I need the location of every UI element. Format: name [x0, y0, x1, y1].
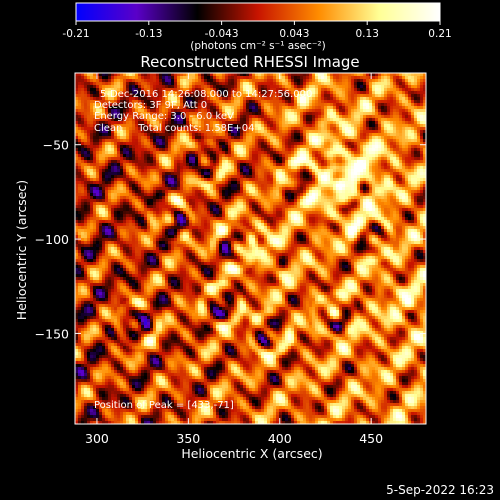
colorbar-tick-label: -0.21	[62, 28, 89, 40]
footer-timestamp: 5-Sep-2022 16:23	[386, 483, 494, 497]
annotation-detectors: Detectors: 3F 9F, Att 0	[94, 100, 207, 111]
heatmap-image	[75, 73, 426, 424]
colorbar-tick-label: -0.13	[135, 28, 162, 40]
colorbar-tick-label: -0.043	[205, 28, 239, 40]
annotation-time-range: 5-Dec-2016 14:26:08.000 to 14:27:56.000	[100, 89, 312, 100]
x-axis: 300 350 400 450	[85, 73, 383, 446]
y-tick-label: −150	[35, 326, 69, 341]
y-tick-label: −50	[43, 138, 69, 153]
x-tick-label: 450	[359, 431, 383, 446]
annotation-clean-counts: Clean Total counts: 1.58E+04	[94, 123, 254, 134]
colorbar-tick-label: 0.21	[428, 28, 451, 40]
colorbar-ticks: -0.21 -0.13 -0.043 0.043 0.13 0.21	[62, 21, 452, 40]
y-tick-label: −100	[35, 232, 69, 247]
y-axis-label: Heliocentric Y (arcsec)	[14, 180, 29, 320]
annotation-block: 5-Dec-2016 14:26:08.000 to 14:27:56.000 …	[94, 89, 312, 134]
colorbar-tick-label: 0.13	[356, 28, 379, 40]
colorbar-gradient	[75, 2, 441, 22]
annotation-energy-range: Energy Range: 3.0 - 6.0 keV	[94, 111, 234, 122]
colorbar: -0.21 -0.13 -0.043 0.043 0.13 0.21 (photons c…	[62, 2, 452, 52]
y-axis: −50 −100 −150	[35, 138, 426, 341]
colorbar-tick-label: 0.043	[279, 28, 309, 40]
colorbar-unit-label: (photons cm⁻² s⁻¹ asec⁻²)	[190, 40, 325, 52]
peak-position-label: Position of Peak = [433,-71]	[94, 400, 234, 411]
x-tick-label: 400	[268, 431, 292, 446]
x-tick-label: 300	[85, 431, 109, 446]
x-axis-label: Heliocentric X (arcsec)	[181, 446, 322, 461]
plot-frame	[74, 72, 427, 425]
chart-title: Reconstructed RHESSI Image	[140, 53, 359, 71]
x-tick-label: 350	[176, 431, 200, 446]
